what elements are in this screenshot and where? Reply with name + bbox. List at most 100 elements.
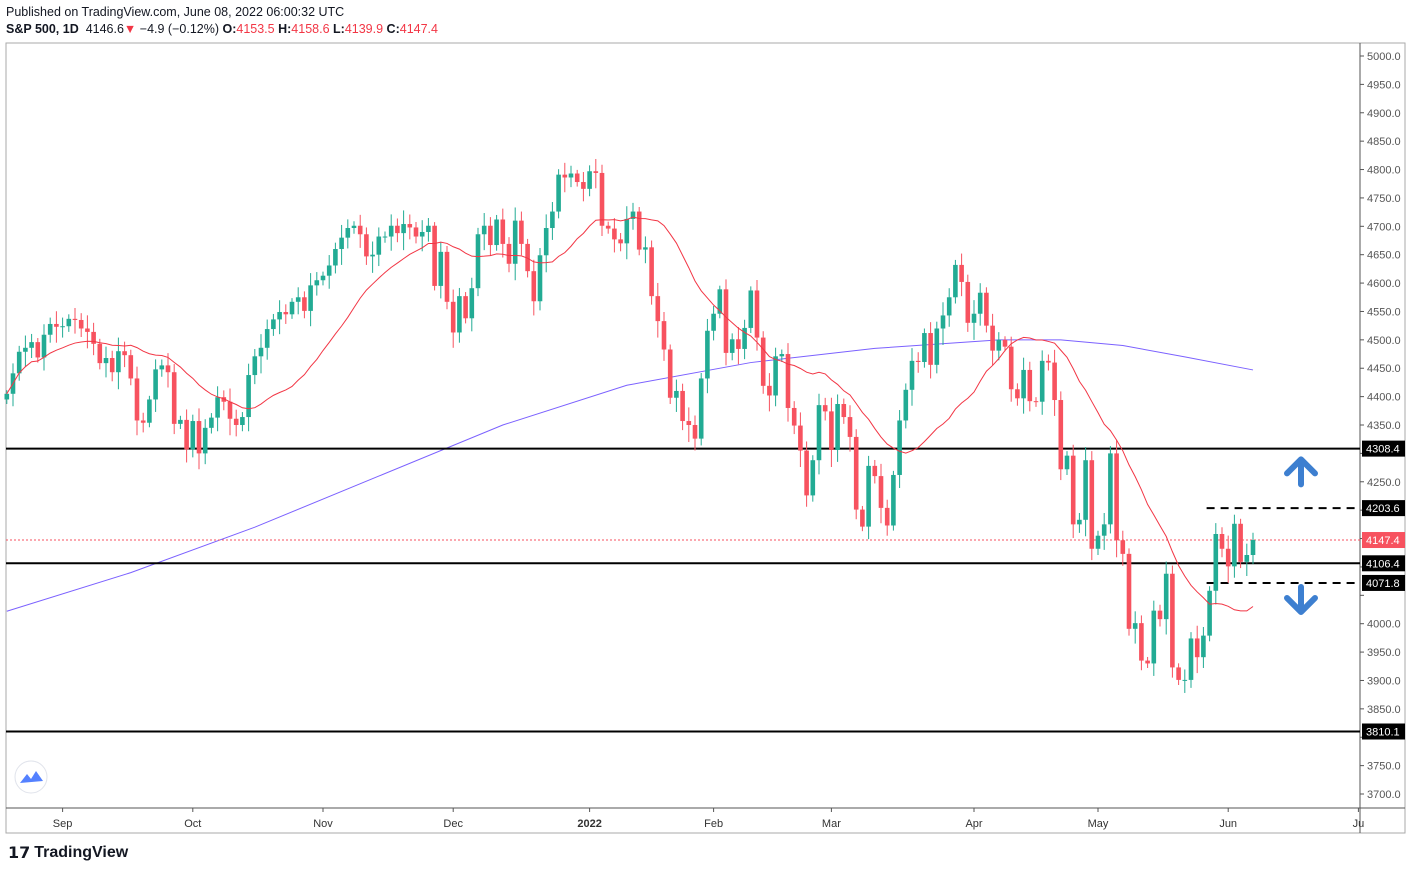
candle-body <box>506 243 512 264</box>
candle-body <box>202 427 208 454</box>
candle-body <box>302 297 307 311</box>
candle-body <box>488 225 493 246</box>
tradingview-logo[interactable]: 𝟭𝟳 TradingView <box>8 843 128 863</box>
price-tick-label: 4450.0 <box>1367 363 1401 375</box>
candle-body <box>308 285 313 311</box>
candle-body <box>333 249 338 266</box>
open-label: O: <box>222 22 237 36</box>
candle-body <box>171 372 177 424</box>
price-tick-label: 4500.0 <box>1367 335 1401 347</box>
candle-body <box>860 509 865 527</box>
candle-body <box>500 219 506 244</box>
candle-body <box>754 290 760 338</box>
brand-name: TradingView <box>34 844 129 861</box>
candle-body <box>1232 523 1237 567</box>
price-tick-label: 4000.0 <box>1367 619 1401 631</box>
candle-body <box>674 390 679 398</box>
candle-body <box>543 228 549 256</box>
price-label: 4203.6 <box>1366 503 1400 515</box>
candle-body <box>103 358 109 364</box>
price-tick-label: 4250.0 <box>1367 477 1401 489</box>
candle-body <box>35 342 41 358</box>
price-tick-label: 4950.0 <box>1367 79 1401 91</box>
candle-body <box>531 271 537 302</box>
candle-body <box>686 421 692 426</box>
candle-body <box>1114 453 1119 541</box>
price-tick-label: 4800.0 <box>1367 165 1401 177</box>
time-tick-label: Apr <box>965 818 982 830</box>
candle-body <box>593 171 599 173</box>
candle-body <box>1126 553 1132 629</box>
candle-body <box>153 369 158 400</box>
time-tick-label: Jun <box>1219 818 1237 830</box>
candle-body <box>1238 523 1243 562</box>
candle-body <box>494 219 499 246</box>
candle-body <box>680 390 685 422</box>
chart-frame <box>5 42 1406 834</box>
candle-body <box>1201 635 1206 658</box>
candle-body <box>295 297 301 302</box>
price-tick-label: 3750.0 <box>1367 761 1401 773</box>
candle-body <box>364 234 369 257</box>
candle-body <box>1250 540 1256 556</box>
price-label-bg <box>1362 555 1405 572</box>
candle-body <box>289 301 295 315</box>
candle-body <box>655 296 661 322</box>
candle-body <box>1058 400 1064 470</box>
candle-body <box>723 289 729 353</box>
arrow-down-icon <box>1284 583 1318 615</box>
candle-body <box>915 360 921 362</box>
price-tick-label: 3700.0 <box>1367 789 1401 801</box>
time-tick-label: Dec <box>443 818 463 830</box>
candle-body <box>897 420 902 475</box>
candle-body <box>767 385 772 396</box>
candle-body <box>54 323 59 327</box>
candle-body <box>29 342 34 348</box>
candle-body <box>698 378 704 439</box>
candle-body <box>946 297 952 316</box>
candle-body <box>760 337 766 386</box>
candle-body <box>209 417 214 428</box>
candle-body <box>184 419 189 450</box>
price-label-bg <box>1362 500 1405 517</box>
time-tick-label: Nov <box>313 818 333 830</box>
candle-body <box>909 360 915 390</box>
high-label: H: <box>278 22 292 36</box>
down-triangle-icon: ▼ <box>123 22 137 36</box>
price-label: 4147.4 <box>1366 535 1400 547</box>
price-label: 4071.8 <box>1366 578 1400 590</box>
candle-body <box>959 264 964 282</box>
candle-body <box>215 397 220 418</box>
candle-body <box>940 315 946 329</box>
candle-body <box>382 236 388 238</box>
candle-body <box>977 292 983 314</box>
candle-body <box>1077 519 1082 525</box>
price-tick-label: 4700.0 <box>1367 221 1401 233</box>
candle-body <box>1139 623 1144 661</box>
candle-body <box>47 323 53 335</box>
candle-body <box>884 507 890 526</box>
symbol-ohlc-line: S&P 500, 1D 4146.6▼ −4.9 (−0.12%) O:4153… <box>6 22 438 36</box>
candle-body <box>934 328 940 365</box>
time-tick-label: Oct <box>184 818 201 830</box>
price-tick-label: 4600.0 <box>1367 278 1401 290</box>
candle-body <box>190 421 196 450</box>
candle-body <box>165 365 171 373</box>
candle-body <box>1225 548 1231 567</box>
candle-body <box>872 465 878 477</box>
published-line: Published on TradingView.com, June 08, 2… <box>6 5 345 19</box>
candle-body <box>277 312 282 320</box>
candle-body <box>413 227 419 237</box>
candle-body <box>41 334 47 358</box>
candle-body <box>1219 534 1225 549</box>
time-tick-label: Mar <box>822 818 841 830</box>
close-label: C: <box>386 22 400 36</box>
candle-body <box>773 356 778 396</box>
candle-body <box>1064 455 1070 470</box>
price-tick-label: 4900.0 <box>1367 108 1401 120</box>
price-tick-label: 4850.0 <box>1367 136 1401 148</box>
candle-body <box>903 389 909 421</box>
candle-body <box>271 319 276 330</box>
candle-body <box>388 225 394 237</box>
